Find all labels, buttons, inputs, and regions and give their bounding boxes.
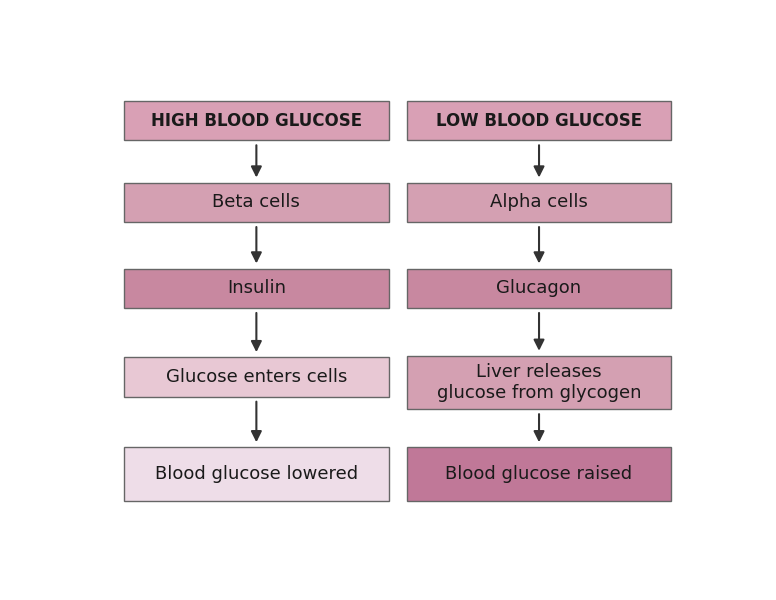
FancyBboxPatch shape — [407, 356, 671, 409]
Text: Insulin: Insulin — [227, 279, 286, 297]
Text: Liver releases
glucose from glycogen: Liver releases glucose from glycogen — [437, 363, 641, 402]
Text: HIGH BLOOD GLUCOSE: HIGH BLOOD GLUCOSE — [151, 112, 362, 130]
FancyBboxPatch shape — [407, 182, 671, 222]
FancyBboxPatch shape — [407, 448, 671, 500]
Text: Beta cells: Beta cells — [213, 193, 300, 211]
Text: Blood glucose raised: Blood glucose raised — [445, 465, 632, 483]
FancyBboxPatch shape — [407, 269, 671, 308]
FancyBboxPatch shape — [407, 101, 671, 140]
Text: Glucagon: Glucagon — [497, 279, 581, 297]
Text: LOW BLOOD GLUCOSE: LOW BLOOD GLUCOSE — [436, 112, 642, 130]
Text: Blood glucose lowered: Blood glucose lowered — [154, 465, 358, 483]
Text: Alpha cells: Alpha cells — [490, 193, 588, 211]
FancyBboxPatch shape — [124, 357, 389, 397]
FancyBboxPatch shape — [124, 182, 389, 222]
Text: Glucose enters cells: Glucose enters cells — [166, 368, 347, 386]
FancyBboxPatch shape — [124, 269, 389, 308]
FancyBboxPatch shape — [124, 101, 389, 140]
FancyBboxPatch shape — [124, 448, 389, 500]
